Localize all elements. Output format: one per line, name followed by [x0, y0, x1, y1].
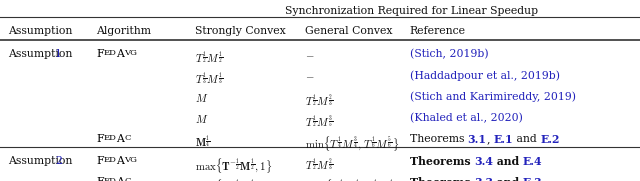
Text: General Convex: General Convex — [305, 26, 393, 36]
Text: $M$: $M$ — [195, 92, 209, 104]
Text: Theorems: Theorems — [410, 177, 474, 181]
Text: Synchronization Required for Linear Speedup: Synchronization Required for Linear Spee… — [285, 6, 538, 16]
Text: Assumption: Assumption — [8, 156, 76, 166]
Text: F: F — [96, 134, 104, 144]
Text: ED: ED — [104, 49, 116, 57]
Text: E.4: E.4 — [523, 156, 542, 167]
Text: 3.1: 3.1 — [468, 134, 486, 145]
Text: Assumption: Assumption — [8, 49, 76, 59]
Text: E.3: E.3 — [523, 177, 543, 181]
Text: (Khaled et al., 2020): (Khaled et al., 2020) — [410, 113, 522, 123]
Text: 3.3: 3.3 — [474, 177, 493, 181]
Text: $\max\{T^{\frac{1}{4}}M^{\frac{1}{4}},\,T^{\frac{1}{6}}M^{\frac{1}{6}}\}$: $\max\{T^{\frac{1}{4}}M^{\frac{1}{4}},\,… — [305, 177, 401, 181]
Text: $T^{\frac{1}{3}}M^{\frac{1}{3}}$: $T^{\frac{1}{3}}M^{\frac{1}{3}}$ — [195, 70, 224, 87]
Text: A: A — [116, 156, 124, 166]
Text: E.2: E.2 — [540, 134, 560, 145]
Text: C: C — [124, 177, 131, 181]
Text: VG: VG — [124, 49, 138, 57]
Text: Theorems: Theorems — [410, 156, 474, 167]
Text: $-$: $-$ — [305, 70, 315, 80]
Text: $M$: $M$ — [195, 113, 209, 125]
Text: $\min\{T^{\frac{1}{4}}M^{\frac{3}{4}},\,T^{\frac{1}{6}}M^{\frac{5}{6}}\}$: $\min\{T^{\frac{1}{4}}M^{\frac{3}{4}},\,… — [305, 134, 399, 153]
Text: 1: 1 — [55, 49, 62, 59]
Text: $T^{\frac{1}{2}}M^{\frac{2}{3}}$: $T^{\frac{1}{2}}M^{\frac{2}{3}}$ — [305, 156, 334, 172]
Text: ,: , — [486, 134, 493, 144]
Text: 2: 2 — [55, 156, 62, 166]
Text: F: F — [96, 49, 104, 59]
Text: A: A — [116, 49, 124, 59]
Text: (Stich, 2019b): (Stich, 2019b) — [410, 49, 488, 59]
Text: and: and — [493, 177, 523, 181]
Text: Theorems: Theorems — [410, 134, 468, 144]
Text: ED: ED — [104, 177, 116, 181]
Text: 3.4: 3.4 — [474, 156, 493, 167]
Text: Reference: Reference — [410, 26, 466, 36]
Text: $T^{\frac{1}{2}}M^{\frac{3}{5}}$: $T^{\frac{1}{2}}M^{\frac{3}{5}}$ — [305, 113, 334, 130]
Text: (Stich and Karimireddy, 2019): (Stich and Karimireddy, 2019) — [410, 92, 575, 102]
Text: $\max\{\mathbf{T^{-\frac{1}{6}}M^{\frac{1}{6}}},\mathbf{1}\}$: $\max\{\mathbf{T^{-\frac{1}{6}}M^{\frac{… — [195, 177, 273, 181]
Text: F: F — [96, 177, 104, 181]
Text: ED: ED — [104, 156, 116, 164]
Text: E.1: E.1 — [493, 134, 513, 145]
Text: and: and — [513, 134, 540, 144]
Text: $\max\{\mathbf{T^{-\frac{1}{2}}M^{\frac{1}{2}}},\mathbf{1}\}$: $\max\{\mathbf{T^{-\frac{1}{2}}M^{\frac{… — [195, 156, 273, 174]
Text: Assumption: Assumption — [8, 26, 72, 36]
Text: A: A — [116, 134, 124, 144]
Text: Algorithm: Algorithm — [96, 26, 151, 36]
Text: $T^{\frac{1}{2}}M^{\frac{1}{2}}$: $T^{\frac{1}{2}}M^{\frac{1}{2}}$ — [195, 49, 224, 66]
Text: $T^{\frac{1}{2}}M^{\frac{2}{3}}$: $T^{\frac{1}{2}}M^{\frac{2}{3}}$ — [305, 92, 334, 108]
Text: VG: VG — [124, 156, 138, 164]
Text: $-$: $-$ — [305, 49, 315, 59]
Text: C: C — [124, 134, 131, 142]
Text: $\mathbf{M^{\frac{1}{4}}}$: $\mathbf{M^{\frac{1}{4}}}$ — [195, 134, 211, 151]
Text: Strongly Convex: Strongly Convex — [195, 26, 286, 36]
Text: F: F — [96, 156, 104, 166]
Text: and: and — [493, 156, 523, 167]
Text: A: A — [116, 177, 124, 181]
Text: (Haddadpour et al., 2019b): (Haddadpour et al., 2019b) — [410, 70, 559, 81]
Text: ED: ED — [104, 134, 116, 142]
